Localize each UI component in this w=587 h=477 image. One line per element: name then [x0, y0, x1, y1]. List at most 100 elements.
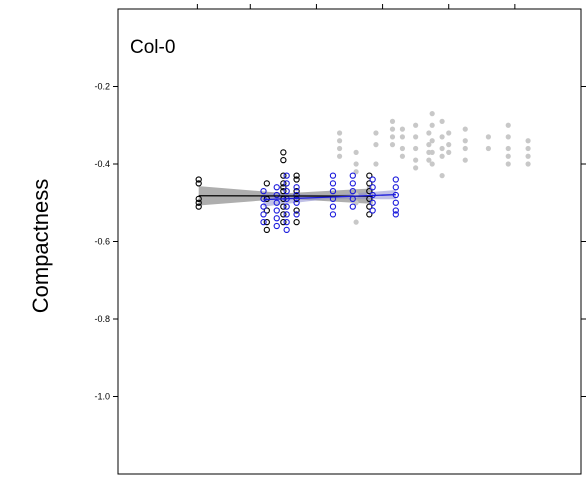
- data-point-grey: [439, 118, 445, 124]
- data-point-grey: [429, 161, 435, 167]
- data-point-grey: [413, 165, 419, 171]
- data-point-grey: [353, 149, 359, 155]
- data-point-grey: [399, 126, 406, 132]
- data-point-blue: [283, 226, 290, 234]
- data-point-grey: [462, 157, 468, 163]
- data-point-black: [366, 203, 373, 210]
- data-point-black: [366, 187, 373, 195]
- data-point-black: [293, 218, 300, 226]
- data-point-blue: [260, 211, 267, 218]
- y-tick-label: -0.6: [94, 237, 110, 247]
- data-point-blue: [273, 184, 280, 191]
- data-point-black: [195, 199, 202, 206]
- data-point-grey: [336, 153, 343, 159]
- data-point-grey: [429, 111, 435, 117]
- data-point-grey: [505, 153, 511, 159]
- fit-line-blue: [263, 193, 396, 201]
- data-point-blue: [283, 211, 290, 218]
- data-point-grey: [462, 126, 468, 132]
- data-point-blue: [273, 215, 280, 222]
- data-point-black: [293, 172, 300, 179]
- data-point-blue: [260, 203, 267, 210]
- data-point-blue: [283, 180, 290, 187]
- data-point-grey: [429, 138, 435, 144]
- data-point-blue: [369, 184, 376, 191]
- data-point-blue: [273, 191, 280, 199]
- data-point-blue: [260, 187, 267, 195]
- data-point-blue: [283, 172, 290, 179]
- y-tick-label: -0.4: [94, 159, 110, 169]
- data-point-black: [195, 176, 202, 183]
- data-point-grey: [373, 161, 379, 167]
- data-point-grey: [439, 134, 445, 140]
- axes: -0.2 -0.4 -0.6 -0.8 -1.0: [94, 4, 586, 475]
- data-point-grey: [413, 122, 419, 128]
- data-point-grey: [353, 161, 359, 167]
- data-point-grey: [439, 145, 445, 152]
- data-point-grey: [426, 157, 432, 163]
- data-point-blue: [392, 176, 399, 183]
- data-point-blue: [273, 199, 280, 206]
- data-point-blue: [293, 184, 300, 191]
- data-point-black: [293, 176, 300, 183]
- data-point-blue: [293, 191, 300, 199]
- data-point-blue: [349, 187, 356, 195]
- data-point-blue: [283, 187, 290, 195]
- data-point-grey: [485, 134, 491, 140]
- data-point-blue: [392, 199, 399, 206]
- data-point-blue: [273, 222, 280, 230]
- data-point-blue: [329, 187, 337, 195]
- data-point-black: [293, 207, 300, 214]
- data-point-blue: [329, 211, 337, 218]
- data-point-grey: [462, 145, 468, 152]
- data-point-blue: [369, 199, 376, 206]
- data-point-black: [293, 187, 300, 195]
- data-point-blue: [273, 207, 280, 214]
- data-points: [195, 111, 531, 234]
- data-point-grey: [505, 161, 511, 167]
- data-point-black: [280, 156, 287, 164]
- data-point-grey: [429, 122, 435, 128]
- data-point-blue: [349, 203, 356, 210]
- data-point-grey: [373, 142, 379, 148]
- plot-frame: [117, 8, 582, 475]
- data-point-grey: [389, 142, 396, 148]
- data-point-grey: [525, 161, 531, 167]
- data-point-blue: [349, 172, 356, 179]
- data-point-grey: [439, 153, 445, 159]
- panel-title: Col-0: [130, 37, 175, 58]
- data-point-grey: [439, 173, 445, 179]
- data-point-grey: [389, 118, 396, 124]
- data-point-black: [366, 180, 373, 187]
- data-point-grey: [373, 130, 379, 136]
- data-point-blue: [392, 207, 399, 214]
- data-point-grey: [485, 145, 491, 152]
- data-point-blue: [369, 207, 376, 214]
- data-point-grey: [446, 142, 452, 148]
- data-point-black: [263, 218, 270, 226]
- data-point-black: [366, 172, 373, 179]
- data-point-black: [280, 187, 287, 195]
- data-point-blue: [283, 218, 290, 226]
- data-point-grey: [413, 157, 419, 163]
- data-point-grey: [399, 145, 406, 152]
- data-point-grey: [525, 145, 531, 152]
- data-point-grey: [446, 149, 452, 155]
- data-point-black: [280, 149, 287, 156]
- data-point-black: [280, 211, 287, 218]
- data-point-black: [263, 207, 270, 214]
- data-point-grey: [525, 153, 531, 159]
- data-point-blue: [293, 211, 300, 218]
- y-tick-label: -0.2: [94, 82, 110, 92]
- data-point-grey: [429, 149, 435, 155]
- data-point-blue: [329, 172, 337, 179]
- y-tick-label: -1.0: [94, 392, 110, 402]
- data-point-grey: [353, 200, 359, 206]
- y-tick-label: -0.8: [94, 314, 110, 324]
- data-point-black: [195, 180, 202, 187]
- data-point-grey: [505, 134, 511, 140]
- data-point-black: [263, 226, 270, 234]
- data-point-black: [280, 172, 287, 179]
- data-point-grey: [389, 134, 396, 140]
